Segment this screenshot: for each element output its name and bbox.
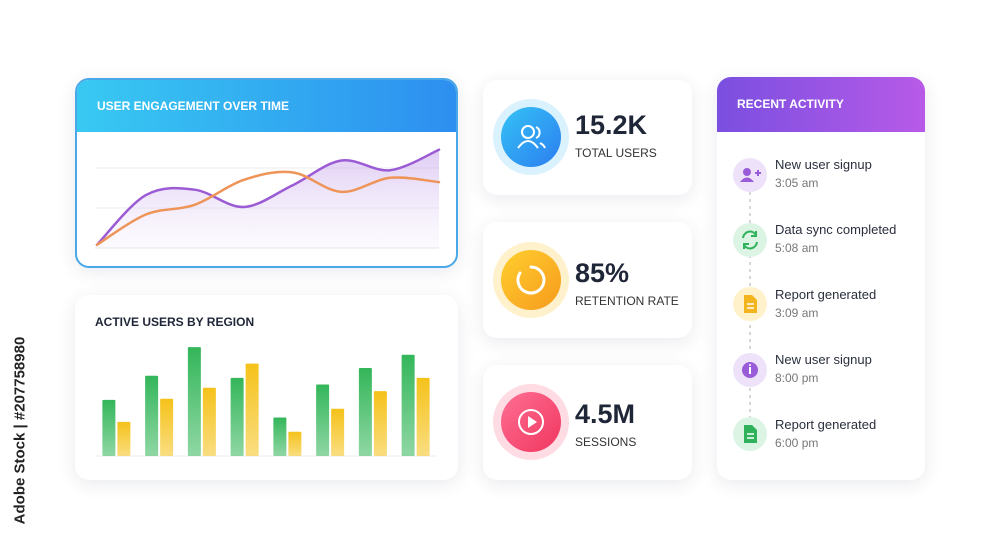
stat-label: RETENTION RATE [575,294,679,308]
activity-icon [733,353,767,387]
bar [416,377,430,456]
bar [245,363,259,456]
line-series [95,148,441,247]
activity-text: Report generated [775,287,877,302]
card-title: ACTIVE USERS BY REGION [95,315,255,329]
bar [160,398,174,456]
stat-card: 85% RETENTION RATE [483,222,692,338]
bar [102,399,116,456]
bar [401,354,415,456]
sessions-icon [493,384,569,460]
bar [117,421,131,456]
activity-time: 3:05 am [775,176,819,190]
activity-text: New user signup [775,157,872,172]
activity-icon [733,158,767,192]
stat-label: SESSIONS [575,435,637,449]
card-header: RECENT ACTIVITY [717,77,925,132]
bar-chart [95,347,437,457]
bar [202,387,216,456]
stat-value: 4.5M [575,399,636,429]
activity-text: Report generated [775,417,877,432]
bar [358,368,372,456]
line-series [95,170,441,247]
stat-card: 4.5M SESSIONS [483,365,692,480]
line-chart [95,148,441,249]
engagement-card: USER ENGAGEMENT OVER TIME [75,78,458,268]
bar [230,377,244,456]
timeline [733,158,767,451]
bar [145,375,159,456]
activity-time: 6:00 pm [775,436,819,450]
card-header: USER ENGAGEMENT OVER TIME [77,80,456,132]
activity-icon [733,417,767,451]
stat-value: 85% [575,258,630,288]
activity-card: RECENT ACTIVITY New user signup 3:05 am Da… [717,77,925,480]
bar [288,431,302,456]
activity-time: 8:00 pm [775,371,819,385]
stat-label: TOTAL USERS [575,146,657,160]
bar [273,417,287,456]
retention-icon [493,242,569,318]
bar [373,391,387,456]
bar [331,408,345,456]
activity-time: 5:08 am [775,241,819,255]
bar [187,347,201,456]
stat-card: 15.2K TOTAL USERS [483,80,692,195]
bar [316,384,330,456]
watermark: Adobe Stock | #207758980 [11,336,29,525]
region-card: ACTIVE USERS BY REGION [75,295,458,480]
activity-text: Data sync completed [775,222,897,237]
activity-text: New user signup [775,352,872,367]
activity-icon [733,287,767,321]
stat-value: 15.2K [575,110,648,140]
activity-icon [733,223,767,257]
users-icon [493,99,569,175]
activity-time: 3:09 am [775,306,819,320]
